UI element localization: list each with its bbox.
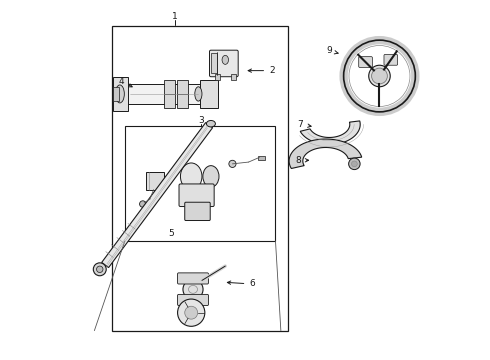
Polygon shape <box>289 139 362 168</box>
Ellipse shape <box>206 121 216 127</box>
Bar <box>200 80 218 108</box>
Circle shape <box>97 266 103 273</box>
Circle shape <box>229 160 236 167</box>
Bar <box>147 172 164 190</box>
FancyBboxPatch shape <box>177 294 208 306</box>
Circle shape <box>183 279 203 300</box>
Bar <box>113 87 119 101</box>
FancyBboxPatch shape <box>359 57 372 67</box>
Circle shape <box>93 263 106 276</box>
Bar <box>113 77 128 111</box>
Ellipse shape <box>115 85 124 103</box>
Text: 2: 2 <box>248 66 275 75</box>
Circle shape <box>140 201 146 207</box>
Circle shape <box>368 65 390 87</box>
Circle shape <box>177 299 205 326</box>
FancyBboxPatch shape <box>177 273 208 284</box>
Ellipse shape <box>180 163 202 190</box>
Ellipse shape <box>222 55 228 64</box>
Circle shape <box>349 158 360 170</box>
FancyBboxPatch shape <box>185 202 210 221</box>
Polygon shape <box>102 122 213 267</box>
Bar <box>177 80 188 108</box>
Bar <box>164 80 175 108</box>
Bar <box>231 74 236 80</box>
FancyBboxPatch shape <box>179 184 214 207</box>
Bar <box>211 53 217 73</box>
Text: 8: 8 <box>295 156 309 165</box>
FancyBboxPatch shape <box>384 54 397 65</box>
Bar <box>215 74 220 80</box>
Ellipse shape <box>195 87 202 101</box>
Text: 5: 5 <box>169 229 174 238</box>
Polygon shape <box>119 84 218 104</box>
Circle shape <box>371 68 388 84</box>
Circle shape <box>185 306 197 319</box>
Text: 6: 6 <box>227 279 255 288</box>
Ellipse shape <box>203 166 219 187</box>
Text: 4: 4 <box>119 77 132 87</box>
Text: 3: 3 <box>198 116 204 125</box>
Text: 9: 9 <box>326 46 338 55</box>
Bar <box>258 156 266 160</box>
Bar <box>125 126 275 241</box>
Text: 1: 1 <box>172 12 178 21</box>
Text: 7: 7 <box>298 120 311 129</box>
Circle shape <box>351 161 357 167</box>
Polygon shape <box>300 121 360 145</box>
FancyBboxPatch shape <box>210 50 238 77</box>
Bar <box>112 26 288 330</box>
